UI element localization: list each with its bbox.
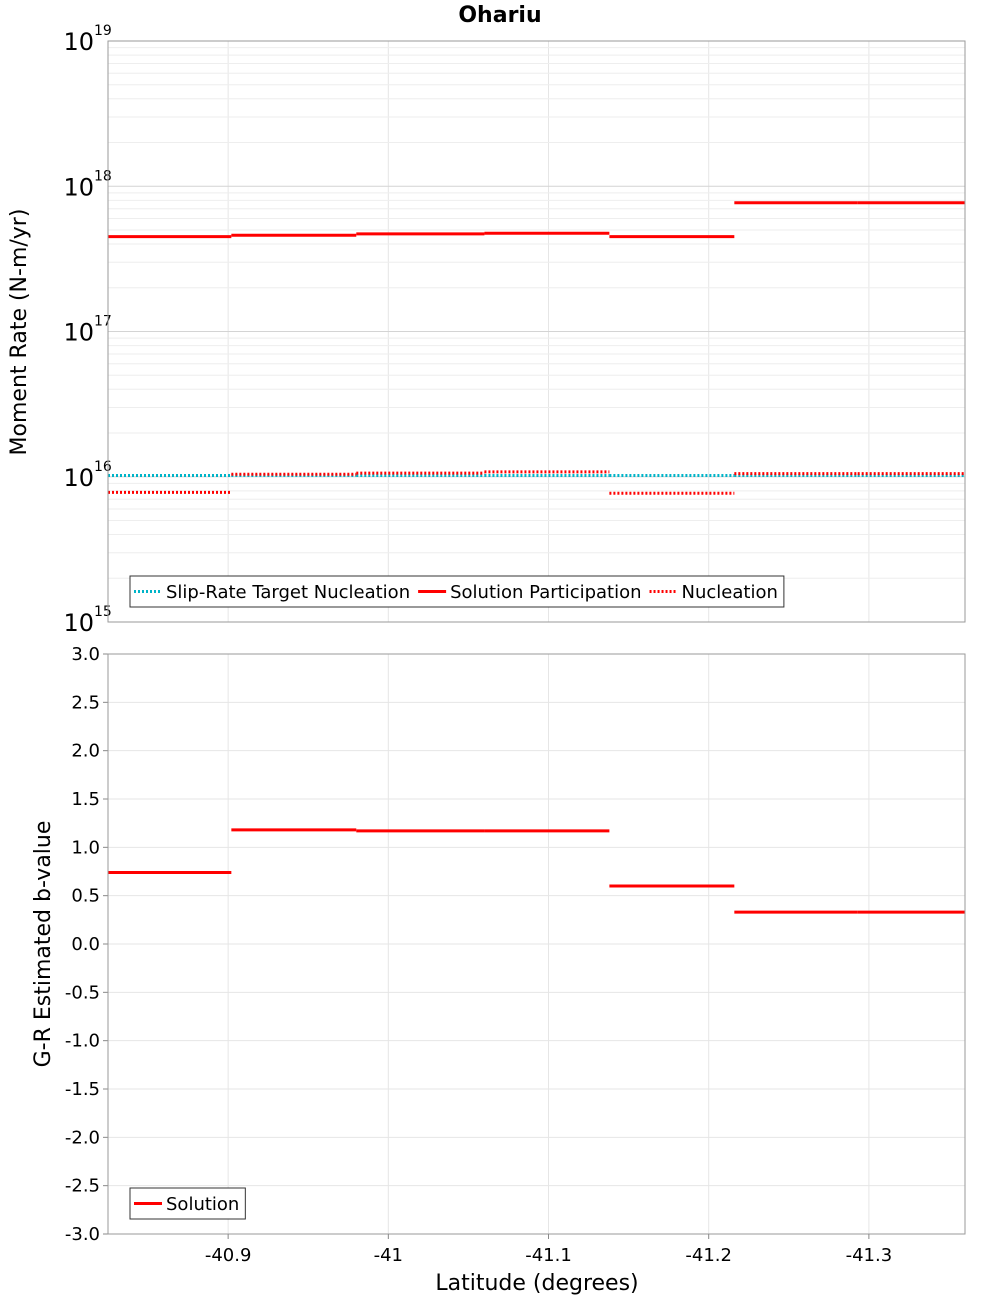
y-tick-label: -2.5 [65, 1176, 100, 1197]
y-tick-label: 10 [63, 319, 94, 347]
y-tick-label: -2.0 [65, 1127, 100, 1148]
y-tick-exponent: 15 [94, 604, 112, 620]
x-tick-label: -41.3 [846, 1245, 893, 1266]
y-tick-label: 10 [63, 609, 94, 637]
b-value-y-axis-title: G-R Estimated b-value [31, 821, 56, 1068]
y-tick-label: 1.5 [71, 789, 100, 810]
x-axis-title: Latitude (degrees) [435, 1271, 638, 1296]
series-nucleation [108, 470, 965, 495]
x-tick-label: -40.9 [205, 1245, 252, 1266]
y-tick-exponent: 19 [94, 23, 112, 39]
y-tick-label: 10 [63, 173, 94, 201]
legend-label: Solution Participation [450, 582, 641, 603]
legend-label: Nucleation [682, 582, 778, 603]
y-tick-exponent: 17 [94, 314, 112, 330]
series-solution-participation [108, 201, 965, 239]
chart-title: Ohariu [458, 3, 541, 28]
b-value-panel: -3.0 -2.5 -2.0 -1.5 -1.0 -0.5 0.0 0.5 1.0 1.5 2.0 2… [65, 644, 966, 1266]
legend: Slip-Rate Target Nucleation Solution Part… [129, 575, 785, 608]
x-tick-label: -41.1 [525, 1245, 572, 1266]
y-tick-label: 0.0 [71, 934, 100, 955]
moment-rate-y-axis-title: Moment Rate (N-m/yr) [7, 209, 32, 456]
y-tick-exponent: 16 [94, 459, 112, 475]
x-tick-label: -41.2 [685, 1245, 732, 1266]
y-tick-label: 2.5 [71, 692, 100, 713]
legend-label: Slip-Rate Target Nucleation [166, 582, 410, 603]
legend: Solution [129, 1187, 246, 1220]
x-tick-label: -41 [374, 1245, 403, 1266]
y-tick-label: -1.0 [65, 1031, 100, 1052]
plot-border [107, 653, 966, 1235]
y-tick-label: 1.0 [71, 837, 100, 858]
y-tick-label: 10 [63, 464, 94, 492]
y-tick-label: -0.5 [65, 982, 100, 1003]
plot-border [107, 40, 966, 623]
y-tick-label: 0.5 [71, 886, 100, 907]
y-tick-label: -3.0 [65, 1224, 100, 1245]
y-tick-label: 2.0 [71, 741, 100, 762]
y-tick-exponent: 18 [94, 168, 112, 184]
y-tick-label: -1.5 [65, 1079, 100, 1100]
legend-label: Solution [166, 1194, 239, 1215]
y-tick-label: 3.0 [71, 644, 100, 665]
series-solution [108, 828, 965, 914]
y-tick-label: 10 [63, 28, 94, 56]
